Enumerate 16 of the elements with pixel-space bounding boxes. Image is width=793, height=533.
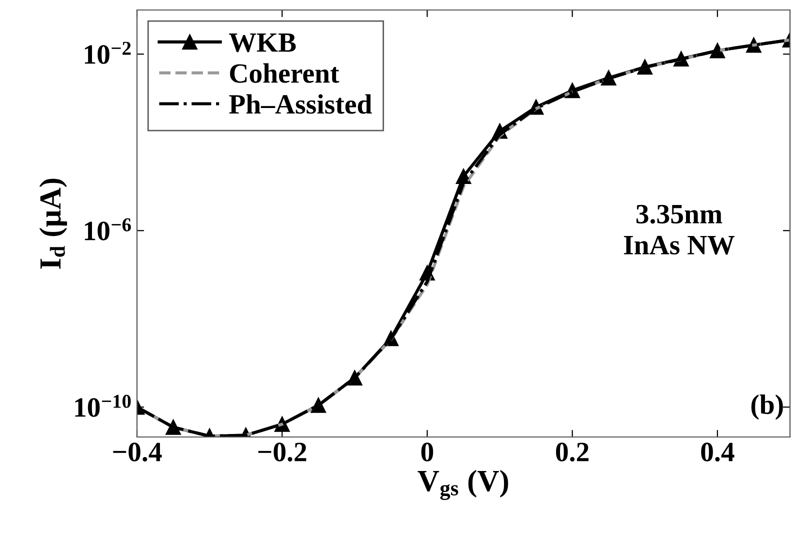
x-axis-title: V$_{gs}$ (V) — [418, 470, 508, 500]
legend-label: Ph–Assisted — [229, 94, 372, 114]
y-axis-title: I$_{d}$ (µA) — [39, 178, 68, 269]
y-tick-label: 10$^{−6}$ — [84, 218, 131, 240]
point — [310, 398, 326, 413]
annotation: (b) — [751, 394, 783, 420]
legend-label: Coherent — [230, 63, 340, 83]
y-tick-label: 10$^{−2}$ — [84, 42, 131, 64]
x-tick-label: 0.2 — [556, 442, 588, 462]
y-tick-label: 10$^{−10}$ — [75, 394, 131, 417]
x-tick-label: −0.2 — [258, 442, 306, 462]
annotation: 3.35nm InAs NW — [624, 204, 735, 255]
x-tick-label: 0 — [421, 442, 434, 462]
legend-label: WKB — [229, 33, 296, 52]
x-tick-label: −0.4 — [113, 442, 162, 462]
x-tick-label: 0.4 — [701, 442, 734, 462]
